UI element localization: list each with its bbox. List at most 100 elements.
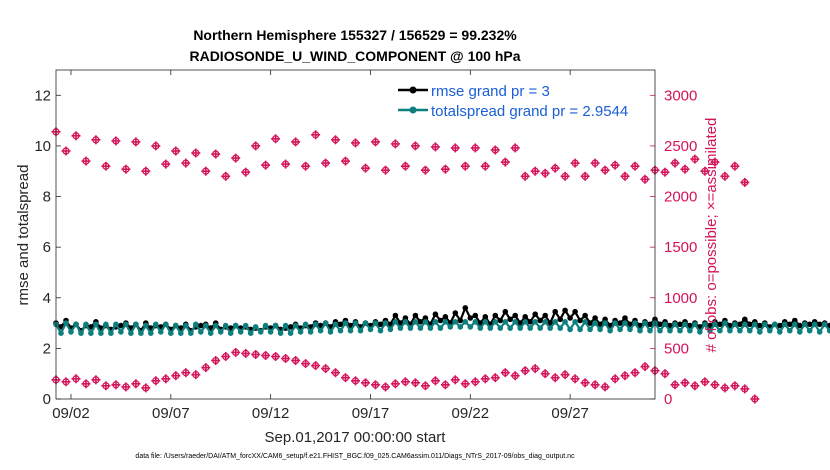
obs_possible_upper-marker (101, 161, 111, 171)
obs_possible_lower-marker (161, 374, 171, 384)
rmse-point (522, 314, 528, 320)
rmse-point (687, 322, 693, 329)
totalspread-point (138, 330, 144, 337)
totalspread-point (232, 322, 239, 329)
totalspread-point (582, 319, 588, 325)
chart-title-line2: RADIOSONDE_U_WIND_COMPONENT @ 100 hPa (189, 48, 520, 64)
obs_possible_upper-marker (341, 156, 350, 166)
totalspread-point (207, 330, 214, 337)
obs_possible_lower-marker (600, 382, 610, 392)
rmse-point (507, 316, 513, 323)
totalspread-point (497, 325, 504, 331)
y-left-tick-label: 12 (34, 87, 51, 104)
rmse-point (747, 321, 753, 328)
obs_possible_lower-marker (700, 377, 710, 387)
totalspread-point (432, 319, 439, 325)
y-right-tick-label: 3000 (664, 87, 697, 104)
rmse-point (657, 321, 663, 328)
totalspread-point (647, 327, 653, 334)
totalspread-point (347, 327, 354, 334)
totalspread-point (227, 330, 234, 337)
totalspread-point (482, 319, 489, 325)
y-right-tick-label: 1000 (664, 290, 697, 307)
obs_possible_lower-marker (221, 352, 231, 361)
obs_possible_upper-marker (241, 167, 251, 177)
obs_possible_lower-marker (680, 378, 690, 388)
legend-rmse-label: rmse grand pr = 3 (431, 83, 550, 100)
totalspread-point (267, 329, 274, 335)
obs_possible_lower-marker (670, 380, 680, 390)
totalspread-point (517, 325, 523, 331)
obs_possible_upper-marker (381, 165, 390, 175)
rmse-point (287, 324, 294, 330)
obs_possible_lower-marker (440, 380, 450, 390)
obs_possible_upper-marker (530, 166, 540, 176)
obs_possible_lower-marker (660, 369, 670, 379)
obs_possible_lower-marker (500, 368, 510, 378)
rmse-point (482, 314, 489, 320)
totalspread-point (522, 319, 528, 325)
totalspread-point (617, 326, 623, 333)
obs_possible_lower-marker (191, 370, 201, 380)
y-left-tick-label: 10 (34, 138, 51, 155)
obs_possible_lower-marker (720, 383, 730, 393)
obs_possible_upper-marker (151, 141, 161, 151)
y-right-tick-label: 2500 (664, 138, 697, 155)
obs_possible_lower-marker (730, 381, 740, 391)
x-tick-label: 09/12 (252, 405, 290, 422)
totalspread-point (118, 329, 124, 335)
totalspread-point (742, 321, 748, 328)
rmse-point (412, 312, 419, 319)
totalspread-point (447, 324, 454, 330)
obs_possible_upper-marker (81, 156, 91, 166)
obs_possible_lower-marker (281, 354, 291, 363)
totalspread-point (587, 326, 593, 333)
rmse-point (462, 305, 469, 311)
totalspread-point (437, 325, 444, 331)
y-right-tick-label: 0 (664, 391, 672, 408)
totalspread-point (58, 330, 64, 337)
rmse-point (582, 312, 588, 319)
obs_possible_lower-marker (151, 376, 161, 386)
totalspread-point (178, 330, 184, 337)
obs_possible_lower-marker (141, 383, 151, 393)
rmse-point (622, 315, 628, 321)
rmse-point (472, 312, 479, 319)
totalspread-point (73, 321, 79, 328)
y-right-tick-label: 2000 (664, 189, 697, 206)
totalspread-point (222, 322, 229, 329)
obs_possible_lower-marker (81, 379, 91, 389)
rmse-point (587, 320, 593, 326)
rmse-point (806, 321, 813, 328)
totalspread-point (193, 321, 199, 328)
rmse-point (562, 307, 568, 314)
footer-data-file: data file: /Users/raeder/DAI/ATM_forcXX/… (135, 453, 575, 460)
y-axis-left-label: rmse and totalspread (15, 165, 32, 306)
obs_possible_upper-marker (640, 174, 650, 184)
y-left-tick-label: 6 (43, 239, 51, 256)
obs_possible_lower-marker (740, 384, 750, 394)
obs_possible_upper-marker (161, 159, 171, 169)
totalspread-point (622, 320, 628, 326)
obs_possible_lower-marker (291, 356, 301, 365)
rmse-point (377, 321, 384, 328)
totalspread-point (492, 319, 499, 325)
totalspread-point (302, 321, 309, 328)
totalspread-point (637, 327, 643, 334)
totalspread-point (677, 327, 683, 334)
obs_possible_lower-marker (241, 348, 251, 358)
totalspread-point (757, 329, 763, 335)
obs_possible_upper-marker (600, 165, 610, 175)
obs_possible_upper-marker (181, 158, 191, 168)
obs_possible_upper-marker (231, 153, 241, 163)
totalspread-point (687, 327, 693, 334)
rmse-point (432, 311, 439, 318)
totalspread-point (173, 322, 179, 329)
totalspread-point (103, 321, 109, 328)
totalspread-point (821, 321, 828, 328)
obs_possible_lower-marker (550, 373, 560, 383)
totalspread-point (322, 320, 329, 326)
obs_possible_lower-marker (181, 368, 191, 378)
obs_possible_lower-marker (590, 380, 600, 390)
obs_possible_lower-marker (171, 371, 181, 381)
